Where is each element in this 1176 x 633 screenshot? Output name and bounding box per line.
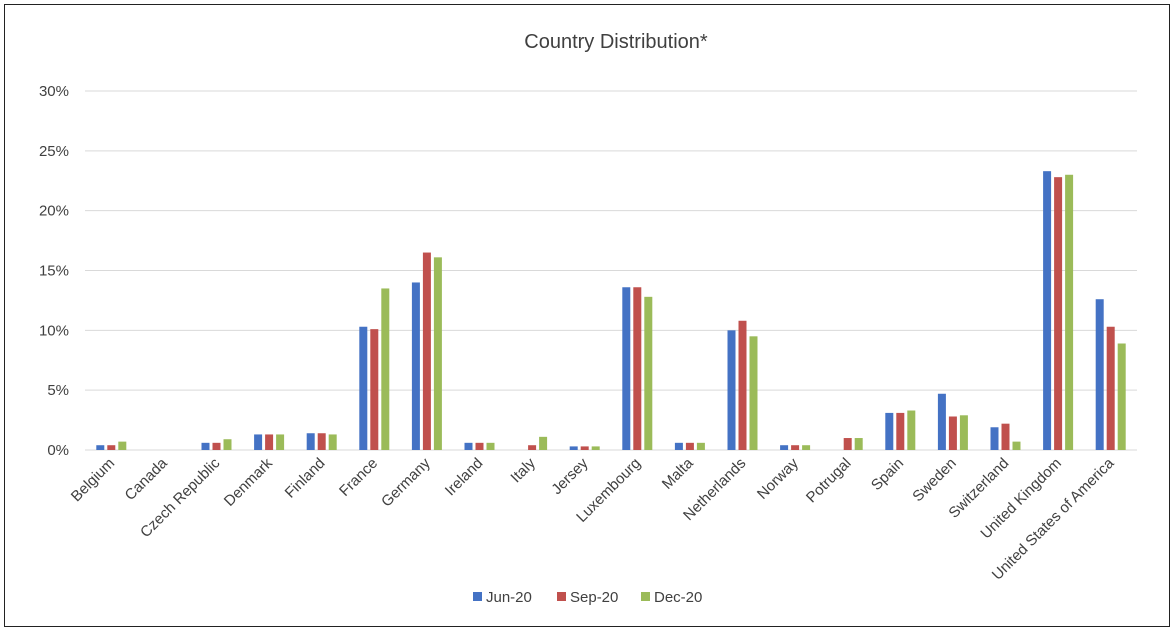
bar-dec-20-united-states-of-america: [1117, 343, 1126, 450]
bar-dec-20-luxembourg: [644, 296, 653, 450]
bar-jun-20-czech-republic: [201, 442, 210, 450]
bar-sep-20-potrugal: [843, 438, 852, 450]
bar-jun-20-netherlands: [727, 330, 736, 450]
bar-jun-20-norway: [780, 445, 789, 450]
bar-jun-20-spain: [885, 412, 894, 450]
bar-dec-20-potrugal: [854, 438, 863, 450]
bar-sep-20-jersey: [580, 446, 589, 450]
bar-chart: Country Distribution* 0% 5% 10% 15% 20% 25% 30…: [39, 31, 1137, 606]
bar-jun-20-sweden: [937, 393, 946, 450]
bar-sep-20-united-states-of-america: [1106, 326, 1115, 450]
bar-dec-20-sweden: [959, 415, 968, 450]
bar-jun-20-united-kingdom: [1043, 171, 1052, 450]
bar-dec-20-netherlands: [749, 336, 758, 450]
legend-swatch: [473, 592, 482, 601]
x-category-label: Potrugal: [803, 455, 855, 507]
y-tick-label: 5%: [47, 382, 69, 399]
x-category-label: Finland: [282, 455, 329, 502]
chart-title: Country Distribution*: [524, 31, 708, 53]
x-category-label: Ireland: [442, 455, 486, 499]
gridlines: [85, 90, 1137, 451]
bar-dec-20-ireland: [486, 442, 495, 450]
bar-sep-20-germany: [422, 252, 431, 450]
x-category-label: Malta: [659, 454, 697, 492]
legend-label: Jun-20: [486, 589, 532, 606]
legend-label: Dec-20: [654, 589, 702, 606]
bar-sep-20-luxembourg: [633, 287, 642, 450]
chart-frame: Country Distribution* 0% 5% 10% 15% 20% 25% 30…: [4, 4, 1170, 627]
legend-swatch: [641, 592, 650, 601]
bar-jun-20-france: [359, 326, 368, 450]
y-tick-label: 20%: [39, 203, 69, 220]
bar-sep-20-spain: [896, 412, 905, 450]
bar-sep-20-norway: [791, 445, 800, 450]
bar-dec-20-united-kingdom: [1065, 174, 1074, 450]
x-category-label: Germany: [378, 454, 434, 510]
bar-dec-20-spain: [907, 410, 916, 450]
bar-sep-20-netherlands: [738, 320, 747, 450]
y-tick-label: 25%: [39, 143, 69, 160]
bar-dec-20-jersey: [591, 446, 600, 450]
bar-jun-20-united-states-of-america: [1095, 299, 1104, 450]
bar-sep-20-ireland: [475, 442, 484, 450]
bar-jun-20-finland: [306, 433, 315, 450]
bar-dec-20-switzerland: [1012, 441, 1021, 450]
bar-sep-20-united-kingdom: [1054, 177, 1063, 450]
bar-dec-20-malta: [696, 442, 705, 450]
bars: [96, 171, 1126, 450]
bar-dec-20-czech-republic: [223, 439, 232, 450]
bar-sep-20-czech-republic: [212, 442, 221, 450]
bar-sep-20-belgium: [107, 445, 116, 450]
y-tick-label: 0%: [47, 442, 69, 459]
bar-jun-20-germany: [411, 282, 420, 450]
x-category-label: Italy: [507, 454, 539, 486]
y-axis-ticks: 0% 5% 10% 15% 20% 25% 30%: [39, 83, 69, 459]
bar-dec-20-finland: [328, 434, 337, 450]
bar-jun-20-malta: [674, 442, 683, 450]
y-tick-label: 30%: [39, 83, 69, 100]
bar-dec-20-france: [381, 288, 390, 450]
x-category-label: Spain: [868, 455, 907, 494]
bar-dec-20-norway: [802, 445, 811, 450]
x-category-label: Sweden: [909, 455, 959, 505]
legend-label: Sep-20: [570, 589, 618, 606]
bar-dec-20-germany: [433, 257, 442, 450]
bar-sep-20-italy: [528, 445, 537, 450]
bar-sep-20-sweden: [948, 416, 957, 450]
bar-sep-20-switzerland: [1001, 423, 1010, 450]
bar-dec-20-denmark: [276, 434, 285, 450]
y-tick-label: 10%: [39, 322, 69, 339]
legend-swatch: [557, 592, 566, 601]
x-category-label: France: [336, 455, 381, 500]
bar-jun-20-denmark: [254, 434, 263, 450]
bar-dec-20-italy: [539, 436, 548, 450]
bar-jun-20-belgium: [96, 445, 105, 450]
bar-sep-20-malta: [685, 442, 694, 450]
x-category-label: Norway: [754, 454, 802, 502]
bar-jun-20-jersey: [569, 446, 578, 450]
bar-sep-20-finland: [317, 433, 326, 450]
bar-jun-20-ireland: [464, 442, 473, 450]
bar-dec-20-belgium: [118, 441, 127, 450]
legend: Jun-20 Sep-20 Dec-20: [473, 589, 702, 606]
x-category-label: Belgium: [68, 455, 118, 505]
x-category-label: Jersey: [548, 454, 592, 498]
bar-sep-20-france: [370, 329, 379, 450]
x-category-label: Denmark: [221, 454, 276, 509]
bar-jun-20-luxembourg: [622, 287, 631, 450]
x-category-label: Canada: [122, 454, 172, 504]
y-tick-label: 15%: [39, 263, 69, 280]
bar-jun-20-switzerland: [990, 427, 999, 450]
bar-sep-20-denmark: [265, 434, 274, 450]
